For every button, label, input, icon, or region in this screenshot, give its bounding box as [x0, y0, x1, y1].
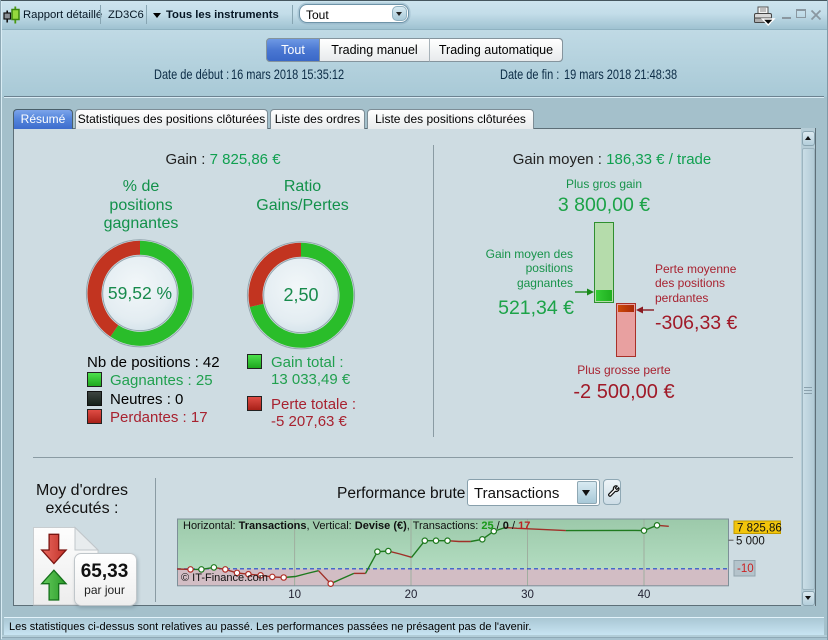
svg-text:20: 20	[405, 589, 418, 601]
svg-text:40: 40	[638, 589, 651, 601]
svg-text:30: 30	[521, 589, 534, 601]
svg-text:59,52 %: 59,52 %	[108, 283, 172, 303]
svg-text:5 000: 5 000	[736, 536, 765, 548]
svg-text:10: 10	[288, 589, 301, 601]
svg-text:© IT-Finance.com: © IT-Finance.com	[181, 572, 268, 584]
svg-text:Horizontal: Transactions, Vert: Horizontal: Transactions, Vertical: Devi…	[183, 520, 530, 532]
svg-text:2,50: 2,50	[283, 285, 318, 305]
svg-text:-10: -10	[737, 563, 754, 575]
svg-text:7 825,86: 7 825,86	[737, 523, 782, 535]
